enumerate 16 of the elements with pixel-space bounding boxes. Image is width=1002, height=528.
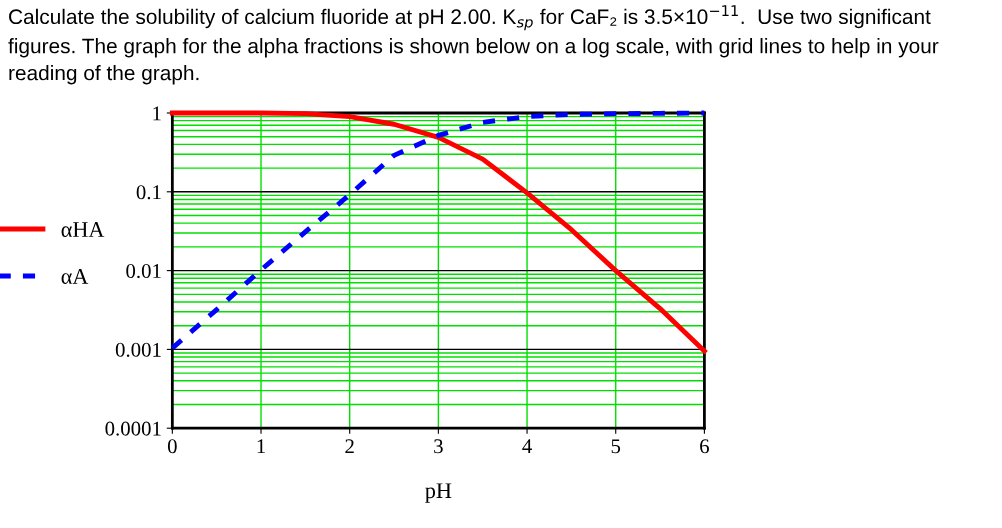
y-tick-label: 0.0001 [105, 421, 161, 436]
x-tick-label: 4 [522, 439, 532, 454]
legend-label: αA [61, 269, 89, 284]
y-tick-label: 0.1 [136, 185, 161, 200]
legend-label: αHA [61, 222, 105, 237]
x-tick-label: 0 [167, 439, 177, 454]
x-tick-label: 3 [434, 439, 443, 454]
x-tick-label: 2 [345, 439, 354, 454]
x-tick-label: 6 [700, 439, 709, 454]
y-tick-label: 1 [153, 106, 161, 121]
x-axis-title: pH [425, 483, 452, 503]
y-tick-label: 0.001 [115, 342, 161, 357]
chart-title: Calculate the solubility of calcium fluoride at pH 2.00. K$_{sp}$ for CaF₂ is 3.5×10$^{−11}$. Use two significant figures. The graph for the alpha fractions is shown below on a log scale, with grid lines to help in your reading of the graph. [8, 5, 939, 85]
x-tick-label: 5 [611, 439, 621, 454]
x-tick-label: 1 [257, 439, 265, 454]
y-tick-label: 0.01 [126, 263, 161, 279]
